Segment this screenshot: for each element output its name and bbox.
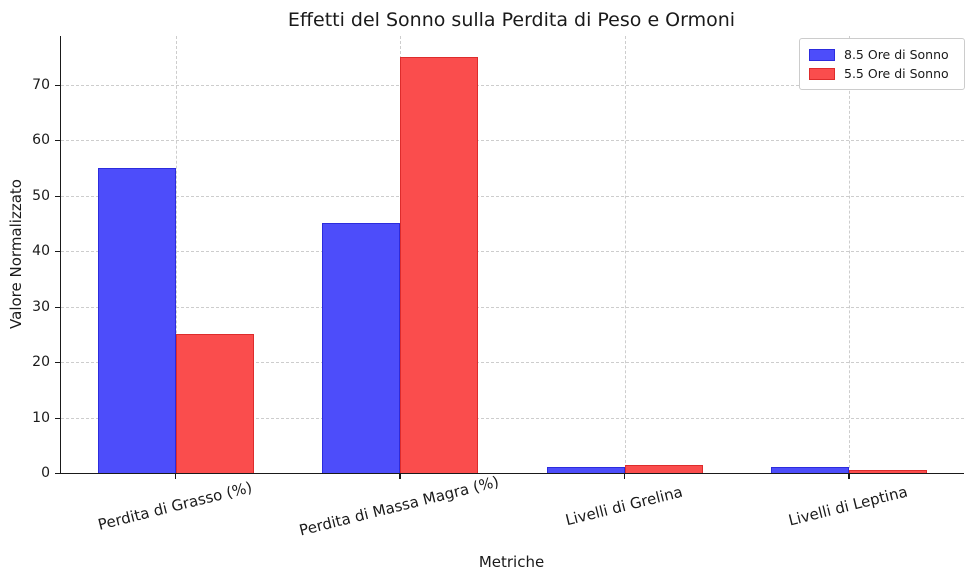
y-tick-mark xyxy=(55,195,60,197)
y-tick-label: 20 xyxy=(32,354,50,371)
x-tick-mark xyxy=(174,474,176,479)
bar-series1-cat3 xyxy=(849,469,928,473)
chart-title: Effetti del Sonno sulla Perdita di Peso … xyxy=(287,9,736,31)
gridline-horizontal xyxy=(61,362,964,364)
y-tick-mark xyxy=(55,251,60,253)
plot-area xyxy=(60,36,964,474)
y-tick-mark xyxy=(55,306,60,308)
x-tick-mark xyxy=(848,474,850,479)
gridline-horizontal xyxy=(61,84,964,86)
bar-series1-cat1 xyxy=(400,56,479,473)
x-axis-label: Metriche xyxy=(478,553,545,571)
legend: 8.5 Ore di Sonno 5.5 Ore di Sonno xyxy=(799,38,965,90)
gridline-horizontal xyxy=(61,140,964,142)
legend-item: 8.5 Ore di Sonno xyxy=(809,45,955,64)
x-tick-mark xyxy=(623,474,626,479)
bar-series0-cat1 xyxy=(322,223,401,473)
gridline-horizontal xyxy=(61,195,964,197)
y-tick-label: 40 xyxy=(32,243,50,260)
y-tick-mark xyxy=(55,362,60,364)
legend-color-patch xyxy=(809,48,835,61)
bar-series1-cat0 xyxy=(175,334,254,473)
bar-series0-cat0 xyxy=(97,167,176,473)
bar-series0-cat3 xyxy=(771,467,850,473)
x-tick-mark xyxy=(399,474,401,479)
gridline-horizontal xyxy=(61,251,964,253)
legend-item: 5.5 Ore di Sonno xyxy=(809,64,955,83)
y-tick-label: 60 xyxy=(32,132,50,149)
gridline-vertical xyxy=(849,36,851,473)
y-tick-mark xyxy=(55,84,60,86)
legend-label: 8.5 Ore di Sonno xyxy=(844,47,949,62)
bar-series0-cat2 xyxy=(546,467,625,473)
y-tick-label: 50 xyxy=(32,187,50,204)
y-tick-mark xyxy=(55,417,60,419)
gridline-horizontal xyxy=(61,306,964,308)
y-tick-label: 30 xyxy=(32,298,50,315)
gridline-vertical xyxy=(624,36,626,473)
y-tick-label: 10 xyxy=(32,409,50,426)
legend-label: 5.5 Ore di Sonno xyxy=(844,66,949,81)
y-tick-label: 0 xyxy=(41,465,50,481)
gridline-vertical xyxy=(175,36,177,473)
y-tick-label: 70 xyxy=(32,76,50,93)
y-tick-mark xyxy=(55,473,60,475)
legend-color-patch xyxy=(809,67,835,80)
y-tick-mark xyxy=(55,140,60,142)
bar-series1-cat2 xyxy=(624,465,703,473)
gridline-horizontal xyxy=(61,417,964,419)
